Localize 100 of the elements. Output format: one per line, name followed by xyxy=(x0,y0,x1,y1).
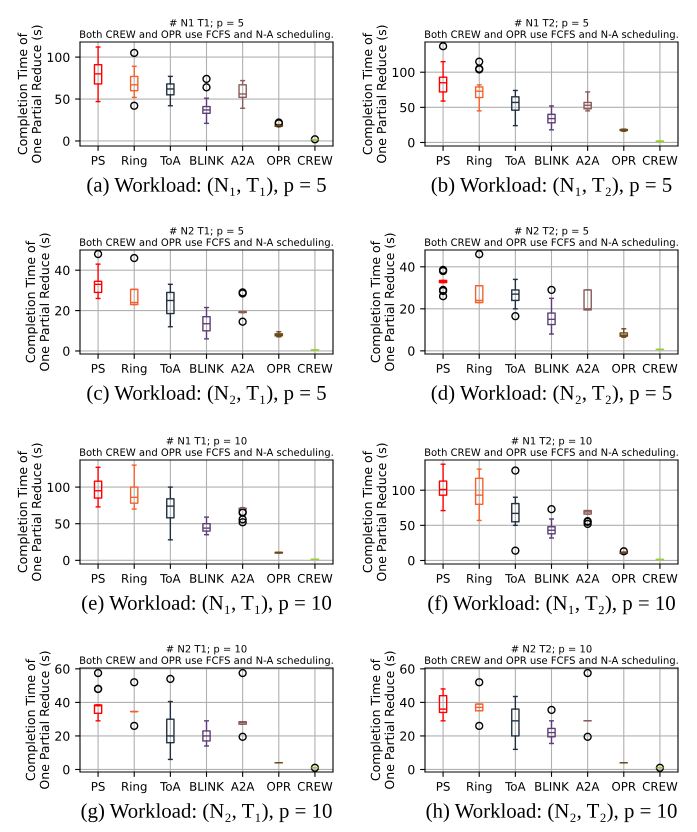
chart-title: # N2 T2; p = 5 xyxy=(514,226,588,236)
x-tick-label: BLINK xyxy=(535,782,570,791)
x-tick-label: CREW xyxy=(642,574,678,583)
x-tick-label: ToA xyxy=(505,156,526,165)
x-tick-label: BLINK xyxy=(190,364,224,373)
y-tick-label: 20 xyxy=(400,731,414,741)
x-tick-label: PS xyxy=(92,364,105,373)
x-tick-label: CREW xyxy=(642,364,678,373)
y-tick-label: 20 xyxy=(55,731,70,741)
chart-subtitle: Both CREW and OPR use FCFS and N-A scheduling. xyxy=(425,30,678,40)
chart-title: # N1 T1; p = 10 xyxy=(166,436,247,446)
y-tick-label: 0 xyxy=(408,764,414,774)
x-tick-label: BLINK xyxy=(535,574,570,583)
y-tick-label: 20 xyxy=(400,304,414,314)
chart-subtitle: Both CREW and OPR use FCFS and N-A scheduling. xyxy=(80,238,333,248)
text: (h) Workload: (N₂, T₂), p = 10 xyxy=(426,803,677,822)
x-tick-label: OPR xyxy=(267,782,291,791)
y-tick-label: 0 xyxy=(408,556,414,566)
x-tick-label: Ring xyxy=(122,364,146,376)
x-tick-label: CREW xyxy=(642,782,678,791)
x-tick-label: ToA xyxy=(160,156,181,165)
y-tick-label: 40 xyxy=(400,698,414,708)
x-tick-label: CREW xyxy=(298,574,332,583)
x-tick-label: ToA xyxy=(160,574,181,583)
x-tick-label: PS xyxy=(436,574,450,583)
chart-subtitle: Both CREW and OPR use FCFS and N-A scheduling. xyxy=(80,30,333,40)
x-tick-label: Ring xyxy=(122,782,146,794)
x-tick-label: CREW xyxy=(298,782,332,791)
y-tick-label: 60 xyxy=(400,664,414,674)
x-tick-label: Ring xyxy=(467,364,492,376)
y-tick-label: 0 xyxy=(63,556,70,566)
chart-title: # N1 T2; p = 10 xyxy=(512,436,592,446)
text: (c) Workload: (N₂, T₁), p = 5 xyxy=(87,385,326,404)
chart-title: # N1 T2; p = 5 xyxy=(514,18,588,28)
chart-subtitle: Both CREW and OPR use FCFS and N-A scheduling. xyxy=(425,448,678,458)
x-tick-label: ToA xyxy=(505,782,526,791)
y-tick-label: 40 xyxy=(54,266,70,276)
x-tick-label: A2A xyxy=(230,156,254,165)
y-tick-label: 50 xyxy=(400,102,414,112)
x-tick-label: Ring xyxy=(467,156,492,168)
y-tick-label: 40 xyxy=(54,698,70,708)
x-tick-label: OPR xyxy=(612,156,636,165)
y-axis-title: Completion Time of One Partial Reduce (s) xyxy=(26,652,51,789)
y-axis-title: Completion Time of One Partial Reduce (s) xyxy=(18,26,43,163)
x-tick-label: OPR xyxy=(612,364,636,373)
x-tick-label: CREW xyxy=(298,156,332,165)
text: (a) Workload: (N₁, T₁), p = 5 xyxy=(87,177,326,196)
x-tick-label: PS xyxy=(436,364,450,373)
y-tick-label: 100 xyxy=(48,52,70,62)
y-tick-label: 0 xyxy=(408,346,414,356)
x-tick-label: ToA xyxy=(160,364,181,373)
x-tick-label: PS xyxy=(92,782,105,791)
y-tick-label: 40 xyxy=(400,262,414,272)
x-tick-label: ToA xyxy=(505,364,526,373)
x-tick-label: CREW xyxy=(642,156,678,165)
x-tick-label: PS xyxy=(92,574,105,583)
x-tick-label: A2A xyxy=(576,364,600,373)
y-tick-label: 20 xyxy=(55,306,70,316)
x-tick-label: BLINK xyxy=(535,364,570,373)
x-tick-label: A2A xyxy=(230,574,254,583)
y-tick-label: 0 xyxy=(63,346,70,356)
chart-title: # N1 T1; p = 5 xyxy=(170,19,244,28)
y-tick-label: 50 xyxy=(55,94,70,104)
chart-subtitle: Both CREW and OPR use FCFS and N-A scheduling. xyxy=(425,238,678,248)
x-tick-label: A2A xyxy=(576,156,600,165)
y-tick-label: 100 xyxy=(392,68,414,78)
x-tick-label: OPR xyxy=(612,574,636,583)
x-tick-label: OPR xyxy=(267,156,291,165)
x-tick-label: Ring xyxy=(122,574,146,586)
y-tick-label: 100 xyxy=(392,486,414,496)
chart-subtitle: Both CREW and OPR use FCFS and N-A scheduling. xyxy=(80,448,333,458)
x-tick-label: BLINK xyxy=(190,574,224,583)
x-tick-label: ToA xyxy=(505,574,526,583)
text: (b) Workload: (N₁, T₂), p = 5 xyxy=(432,177,672,196)
y-tick-label: 100 xyxy=(48,482,70,492)
chart-title: # N2 T1; p = 5 xyxy=(170,226,244,236)
x-tick-label: ToA xyxy=(160,782,181,791)
x-tick-label: OPR xyxy=(267,574,291,583)
y-tick-label: 0 xyxy=(63,764,70,774)
x-tick-label: BLINK xyxy=(535,156,570,165)
y-tick-label: 0 xyxy=(63,136,70,146)
x-tick-label: A2A xyxy=(230,364,254,373)
chart-title: # N2 T2; p = 10 xyxy=(512,644,592,654)
y-axis-title: Completion Time of One Partial Reduce (s) xyxy=(362,26,388,163)
y-axis-title: Completion Time of One Partial Reduce (s) xyxy=(18,444,43,581)
x-tick-label: Ring xyxy=(467,782,492,794)
x-tick-label: CREW xyxy=(298,364,332,373)
y-axis-title: Completion Time of One Partial Reduce (s) xyxy=(26,234,51,371)
y-tick-label: 50 xyxy=(55,519,70,529)
x-tick-label: BLINK xyxy=(190,782,224,791)
chart-title: # N2 T1; p = 10 xyxy=(166,644,247,654)
y-tick-label: 50 xyxy=(400,520,414,530)
x-tick-label: OPR xyxy=(612,782,636,791)
y-tick-label: 60 xyxy=(55,664,70,674)
x-tick-label: BLINK xyxy=(190,156,224,165)
x-tick-label: Ring xyxy=(122,156,146,168)
text: (g) Workload: (N₂, T₁), p = 10 xyxy=(82,803,332,822)
x-tick-label: A2A xyxy=(576,782,600,791)
text: (d) Workload: (N₂, T₂), p = 5 xyxy=(432,385,672,404)
y-axis-title: Completion Time of One Partial Reduce (s) xyxy=(370,652,396,789)
